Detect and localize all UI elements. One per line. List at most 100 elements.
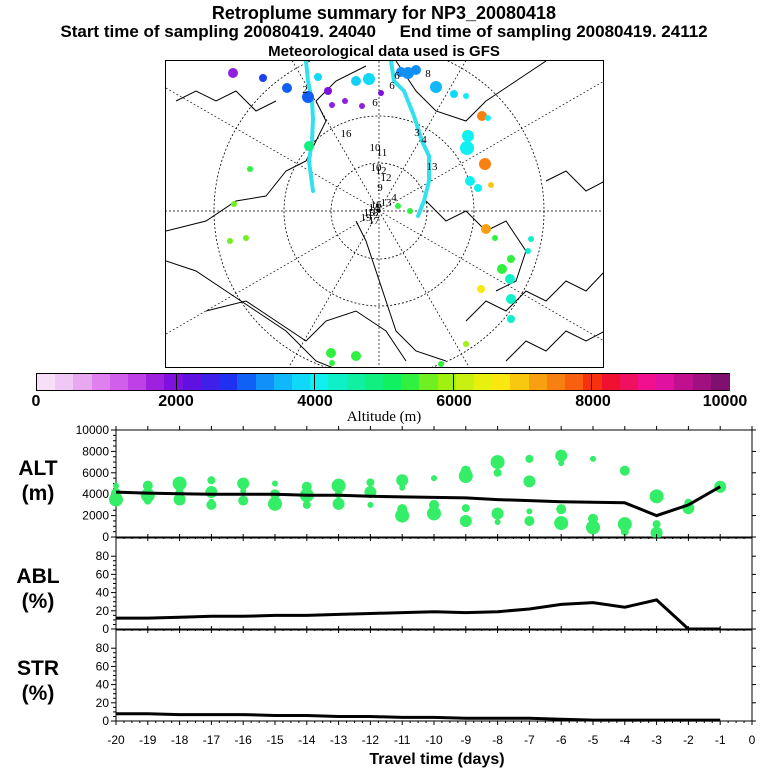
cluster-marker — [231, 201, 237, 207]
cluster-marker — [304, 141, 314, 151]
cluster-dot — [459, 514, 472, 527]
colorbar-swatch — [710, 374, 730, 390]
colorbar-swatch — [219, 374, 238, 390]
coastline — [205, 300, 407, 362]
y-tick-label: 80 — [96, 549, 110, 563]
x-tick-label: -5 — [588, 733, 599, 747]
panel-ylabel-unit: (%) — [22, 682, 55, 705]
panel-ylabel-unit: (m) — [22, 482, 55, 505]
colorbar-swatch — [474, 374, 493, 390]
cluster-dot — [427, 506, 441, 521]
cluster-dot — [205, 486, 218, 499]
cluster-marker — [485, 115, 491, 121]
colorbar-divider — [314, 374, 315, 390]
cluster-marker — [329, 360, 335, 366]
cluster-dot — [332, 497, 345, 510]
cluster-marker — [395, 203, 401, 209]
y-tick-label: 0 — [102, 530, 109, 544]
cluster-marker — [342, 98, 348, 104]
colorbar-divider — [176, 374, 177, 390]
colorbar-swatch — [37, 374, 56, 390]
colorbar-swatch — [583, 374, 603, 390]
x-tick-label: -18 — [171, 733, 189, 747]
cluster-marker — [492, 235, 498, 241]
cluster-marker — [465, 176, 475, 186]
colorbar-tick-label: 4000 — [297, 393, 333, 410]
cluster-marker — [227, 238, 233, 244]
cluster-marker — [505, 274, 515, 284]
map-time-label: 9 — [377, 182, 383, 194]
map-time-label: 13 — [381, 197, 393, 209]
met-data-label: Meteorological data used is GFS — [268, 43, 500, 60]
colorbar-swatch — [164, 374, 184, 390]
colorbar-swatch — [455, 374, 475, 390]
colorbar-swatch — [619, 374, 639, 390]
retroplume-map: 8 2 6 3 4 6 6 13 9 10 10 12 11 16 15 14 17 18 19 5 12 13 16 4 — [165, 60, 604, 368]
map-time-label: 12 — [381, 172, 392, 184]
cluster-dot — [268, 496, 282, 511]
cluster-dot — [458, 469, 473, 484]
coastline — [505, 330, 603, 362]
plume-track — [389, 61, 396, 83]
cluster-marker — [506, 294, 516, 304]
colorbar-swatch — [273, 374, 293, 390]
x-tick-label: -16 — [235, 733, 253, 747]
colorbar-tick-label: 2000 — [158, 393, 194, 410]
cluster-dot — [237, 477, 250, 490]
x-tick-label: -9 — [460, 733, 471, 747]
cluster-dot — [523, 475, 536, 488]
colorbar-swatch — [182, 374, 202, 390]
cluster-dot — [399, 484, 406, 491]
cluster-marker — [378, 90, 384, 96]
cluster-dot — [206, 499, 217, 510]
cluster-dot — [331, 478, 346, 493]
cluster-marker — [430, 81, 442, 93]
x-tick-label: -2 — [683, 733, 694, 747]
str-line — [116, 712, 721, 722]
x-axis-label: Travel time (days) — [369, 751, 504, 768]
x-tick-label: -15 — [266, 733, 284, 747]
y-tick-label: 80 — [96, 641, 110, 655]
cluster-dot — [461, 504, 470, 513]
cluster-marker — [474, 184, 482, 192]
colorbar-swatch — [73, 374, 93, 390]
altitude-colorbar — [36, 373, 730, 391]
cluster-dot — [650, 526, 663, 539]
sampling-times: Start time of sampling 20080419. 24040 E… — [60, 22, 708, 41]
colorbar-swatch — [401, 374, 420, 390]
cluster-marker — [228, 68, 238, 78]
cluster-marker — [351, 76, 361, 86]
cluster-marker — [450, 90, 458, 98]
cluster-dot — [396, 474, 409, 487]
y-tick-label: 20 — [96, 696, 110, 710]
cluster-dot — [620, 527, 629, 536]
colorbar-tick-label: 6000 — [436, 393, 472, 410]
x-tick-label: -19 — [139, 733, 157, 747]
map-time-label: 16 — [371, 199, 383, 211]
x-tick-label: -3 — [651, 733, 662, 747]
cluster-marker — [326, 348, 336, 358]
cluster-marker — [282, 83, 292, 93]
x-tick-label: -7 — [524, 733, 535, 747]
x-tick-label: -14 — [298, 733, 316, 747]
cluster-dot — [526, 508, 533, 515]
map-time-label: 4 — [421, 134, 427, 146]
plume-track — [392, 79, 431, 218]
coastline — [465, 272, 603, 322]
coastline — [355, 220, 447, 362]
map-time-label: 15 — [364, 207, 376, 219]
map-time-label: 2 — [302, 84, 308, 96]
colorbar-swatch — [55, 374, 74, 390]
cluster-dot — [272, 480, 278, 487]
panel-frame — [115, 629, 753, 722]
cluster-dot — [652, 520, 661, 529]
map-time-label: 14 — [369, 202, 381, 214]
coastline — [425, 200, 527, 292]
colorbar-tick-label: 8000 — [575, 393, 611, 410]
plume-track — [304, 61, 315, 121]
plume-track — [306, 117, 315, 193]
cluster-marker — [462, 130, 474, 142]
coastline — [166, 260, 333, 367]
colorbar-divider — [453, 374, 454, 390]
